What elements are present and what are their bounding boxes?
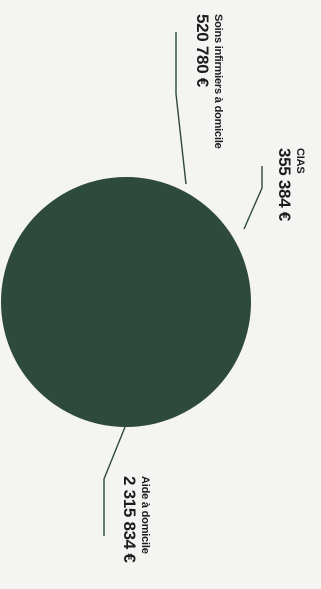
slice-name-soins: Soins infirmiers à domicile (212, 14, 224, 149)
slice-label-cias: CIAS 355 384 € (275, 148, 306, 221)
leader-line-soins (175, 32, 187, 185)
pie-disc (1, 177, 251, 427)
leader-line-aide (103, 426, 126, 536)
slice-label-soins: Soins infirmiers à domicile 520 780 € (193, 14, 224, 149)
slice-label-aide: Aide à domicile 2 315 834 € (120, 476, 151, 563)
leader-line-cias (243, 166, 263, 230)
slice-value-soins: 520 780 € (193, 14, 213, 87)
slice-name-cias: CIAS (294, 148, 306, 174)
slice-name-aide: Aide à domicile (139, 476, 151, 554)
slice-value-cias: 355 384 € (275, 148, 295, 221)
slice-value-aide: 2 315 834 € (120, 476, 140, 563)
